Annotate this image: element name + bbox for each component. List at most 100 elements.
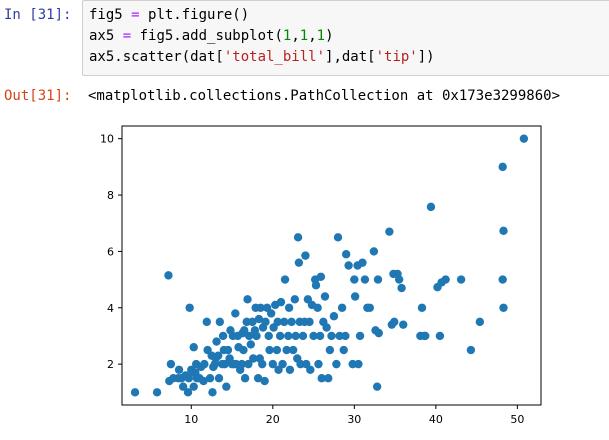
scatter-point xyxy=(341,250,351,259)
scatter-point xyxy=(213,351,223,360)
scatter-point xyxy=(314,359,323,369)
scatter-point xyxy=(372,382,382,391)
scatter-points xyxy=(130,134,529,397)
scatter-point xyxy=(218,331,228,341)
code-token: ax5.scatter(dat[ xyxy=(89,49,224,65)
scatter-point xyxy=(305,317,314,327)
scatter-point xyxy=(152,388,162,397)
scatter-point xyxy=(222,382,231,391)
scatter-point xyxy=(309,331,318,341)
scatter-point xyxy=(244,331,254,341)
scatter-point xyxy=(258,359,267,369)
scatter-point xyxy=(166,359,176,369)
scatter-point xyxy=(248,317,257,327)
scatter-point xyxy=(284,331,293,341)
scatter-point xyxy=(294,258,304,267)
output-prompt: Out[31]: xyxy=(4,88,72,104)
y-axis-ticks: 2 4 6 8 10 xyxy=(100,133,122,371)
scatter-point xyxy=(390,317,399,327)
code-token: ax5 xyxy=(89,28,123,44)
scatter-point xyxy=(498,162,507,172)
scatter-point xyxy=(327,331,336,341)
y-tick-label: 4 xyxy=(107,302,114,315)
scatter-point xyxy=(287,317,296,327)
code-token: fig5.add_subplot( xyxy=(131,28,283,44)
scatter-point xyxy=(499,303,508,312)
scatter-point xyxy=(284,303,294,312)
scatter-point xyxy=(354,359,363,369)
scatter-point xyxy=(374,328,383,338)
scatter-point xyxy=(215,317,225,327)
code-input-area[interactable]: fig5 = plt.figure() ax5 = fig5.add_subplo… xyxy=(82,0,609,76)
scatter-point xyxy=(285,365,295,374)
scatter-point xyxy=(202,317,211,327)
scatter-point xyxy=(183,388,193,397)
scatter-point xyxy=(278,359,287,369)
scatter-point xyxy=(394,275,404,284)
scatter-point xyxy=(293,233,303,242)
scatter-point xyxy=(333,233,343,242)
output-repr-text: <matplotlib.collections.PathCollection a… xyxy=(88,88,561,104)
scatter-point xyxy=(237,359,247,369)
scatter-point xyxy=(337,303,347,312)
scatter-point xyxy=(223,345,233,355)
scatter-point xyxy=(397,283,406,293)
y-tick-label: 10 xyxy=(100,133,114,146)
scatter-point xyxy=(385,227,394,236)
scatter-point xyxy=(200,359,209,369)
scatter-point xyxy=(185,303,194,312)
scatter-point xyxy=(441,275,450,284)
plot-frame xyxy=(121,125,542,406)
scatter-point xyxy=(244,359,253,369)
code-token: 1 xyxy=(316,28,326,44)
scatter-point xyxy=(189,343,198,352)
scatter-point xyxy=(341,331,350,341)
scatter-point xyxy=(317,374,326,383)
scatter-point xyxy=(315,331,325,341)
scatter-point xyxy=(456,275,466,284)
scatter-point xyxy=(280,275,290,284)
scatter-point xyxy=(174,365,184,374)
scatter-point xyxy=(344,261,353,270)
code-editor[interactable]: fig5 = plt.figure() ax5 = fig5.add_subplo… xyxy=(89,5,435,68)
scatter-point xyxy=(253,374,263,383)
scatter-point xyxy=(373,275,383,284)
scatter-point xyxy=(365,303,375,312)
scatter-point xyxy=(276,297,286,307)
scatter-point xyxy=(261,317,270,327)
code-token: 'tip' xyxy=(375,49,418,65)
scatter-point xyxy=(435,331,445,341)
scatter-point xyxy=(243,295,252,304)
code-token: 'total_bill' xyxy=(223,49,326,65)
scatter-point xyxy=(214,374,224,383)
scatter-point xyxy=(260,376,269,386)
scatter-point xyxy=(475,317,485,327)
scatter-point xyxy=(130,388,140,397)
scatter-point xyxy=(498,275,507,284)
scatter-point xyxy=(212,337,221,346)
scatter-point xyxy=(320,292,330,301)
scatter-point xyxy=(240,374,250,383)
code-token: ]) xyxy=(417,49,435,65)
code-line: fig5 = plt.figure() xyxy=(89,5,435,26)
scatter-point xyxy=(252,331,261,341)
code-token: , xyxy=(308,28,317,44)
x-tick-label: 20 xyxy=(266,413,280,426)
scatter-point xyxy=(350,275,359,284)
scatter-point xyxy=(256,303,265,312)
scatter-point xyxy=(275,331,285,341)
scatter-point xyxy=(231,309,240,318)
x-axis-ticks: 10 20 30 40 50 xyxy=(184,405,524,426)
x-tick-label: 30 xyxy=(347,413,361,426)
scatter-point xyxy=(499,226,508,236)
scatter-point xyxy=(208,388,217,397)
scatter-point xyxy=(316,272,326,281)
scatter-point xyxy=(306,365,315,374)
code-token: , xyxy=(291,28,300,44)
scatter-point xyxy=(417,303,427,312)
scatter-point xyxy=(220,359,229,369)
scatter-point xyxy=(329,312,339,321)
scatter-point xyxy=(290,295,300,304)
scatter-point xyxy=(280,317,289,327)
